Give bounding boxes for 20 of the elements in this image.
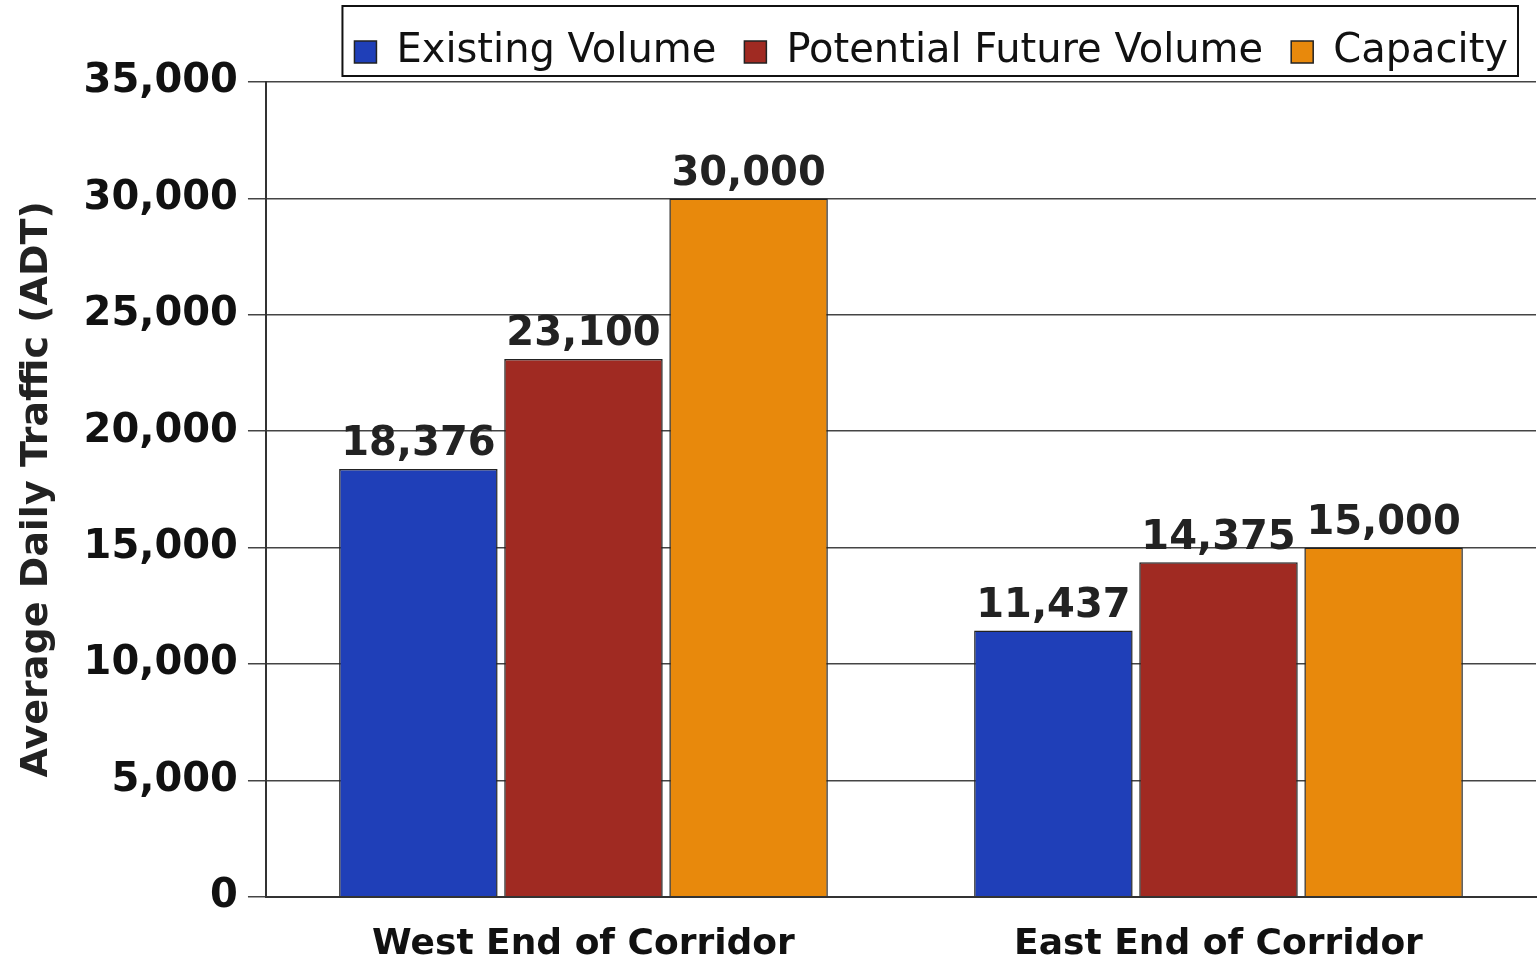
data-label: 15,000 <box>1306 496 1461 543</box>
y-tick-label: 0 <box>210 870 238 917</box>
y-axis-title: Average Daily Traffic (ADT) <box>11 201 56 778</box>
y-tick-label: 15,000 <box>83 520 238 567</box>
x-tick-label: East End of Corridor <box>1014 920 1424 962</box>
y-tick-label: 5,000 <box>111 753 238 800</box>
data-label: 30,000 <box>671 147 826 194</box>
y-tick-label: 30,000 <box>83 171 238 218</box>
y-tick-label: 25,000 <box>83 288 238 335</box>
data-label: 11,437 <box>976 579 1131 626</box>
x-tick-label: West End of Corridor <box>372 920 796 962</box>
legend-label: Potential Future Volume <box>786 25 1264 72</box>
data-label: 23,100 <box>506 308 661 355</box>
data-label: 18,376 <box>341 418 496 465</box>
y-tick-label: 10,000 <box>83 637 238 684</box>
legend-label: Capacity <box>1333 25 1509 72</box>
data-label: 14,375 <box>1141 511 1296 558</box>
legend-label: Existing Volume <box>396 25 717 72</box>
y-tick-label: 35,000 <box>83 55 238 102</box>
y-tick-label: 20,000 <box>83 404 238 451</box>
